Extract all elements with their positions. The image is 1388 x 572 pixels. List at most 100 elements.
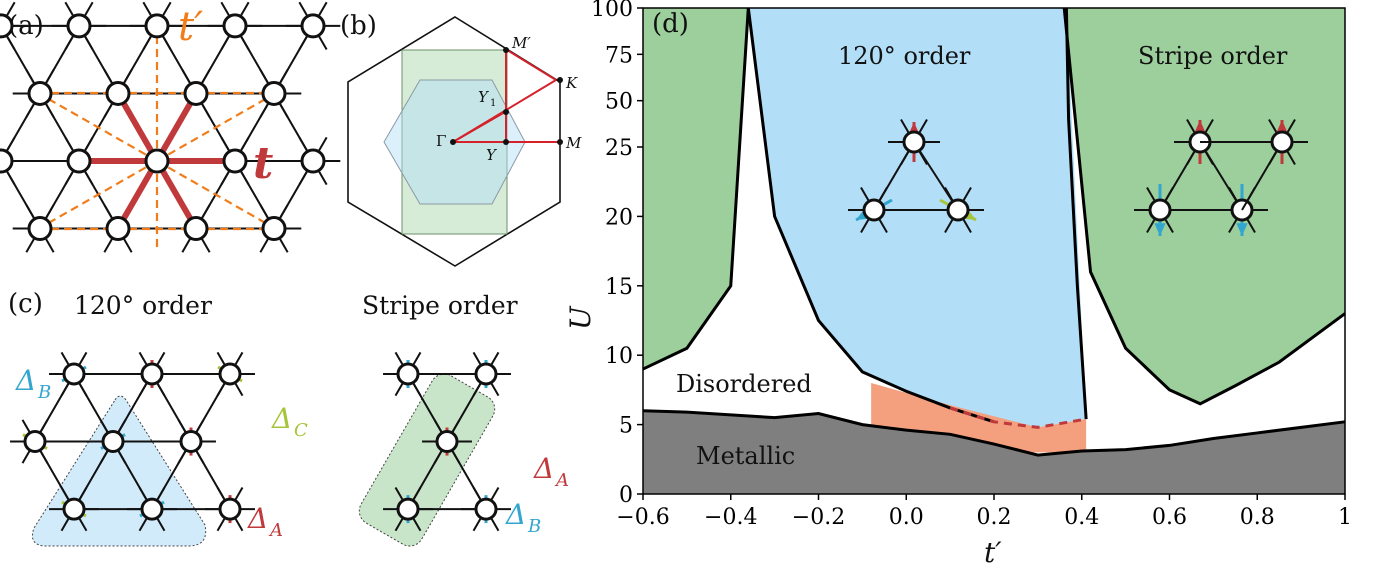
x-tick-label: −0.4 bbox=[704, 505, 757, 530]
panel-d-label: (d) bbox=[652, 9, 689, 39]
y-tick-label: 50 bbox=[605, 90, 633, 115]
x-axis-label: t′ bbox=[984, 536, 1002, 569]
y-tick-label: 100 bbox=[591, 0, 633, 22]
panel-b-label: (b) bbox=[340, 11, 377, 41]
lattice-site bbox=[474, 362, 498, 386]
lattice-site bbox=[396, 362, 420, 386]
inset-spin-head bbox=[1194, 120, 1206, 133]
lattice-site bbox=[101, 430, 125, 454]
lattice-site bbox=[0, 13, 14, 39]
stripe-region-right bbox=[1064, 8, 1345, 404]
lattice-site bbox=[27, 80, 53, 106]
panel-b: (b) M′ K Y 1 Γ Y M bbox=[340, 11, 582, 267]
delta-B-label: Δ bbox=[15, 364, 36, 397]
unitcell-120 bbox=[31, 395, 207, 547]
lattice-site bbox=[105, 80, 131, 106]
panel-a: (a) t′ t bbox=[0, 1, 341, 253]
delta-C-label: Δ bbox=[271, 402, 292, 435]
stripe-boundary-left bbox=[642, 7, 750, 371]
y-tick-label: 5 bbox=[619, 414, 633, 439]
lattice-site bbox=[62, 362, 86, 386]
point-Mprime: M′ bbox=[511, 34, 531, 52]
inset-site bbox=[902, 130, 926, 154]
tprime-bond bbox=[37, 160, 158, 230]
point-Gamma: Γ bbox=[436, 132, 446, 150]
region-metallic-label: Metallic bbox=[696, 442, 795, 470]
inset-spin-head bbox=[1154, 223, 1166, 236]
inset-site bbox=[862, 198, 886, 222]
lattice-site bbox=[144, 148, 170, 174]
lattice-site bbox=[261, 216, 287, 242]
x-tick-label: 1 bbox=[1338, 505, 1352, 530]
lattice-site bbox=[261, 80, 287, 106]
point-Y1: Y bbox=[478, 88, 490, 106]
tprime-bond bbox=[37, 92, 158, 162]
lattice-site bbox=[66, 13, 92, 39]
lattice-site bbox=[105, 216, 131, 242]
region-120-label: 120° order bbox=[838, 42, 971, 70]
order120-region bbox=[748, 8, 1087, 428]
lattice-site bbox=[218, 362, 242, 386]
tprime-label: t′ bbox=[178, 4, 203, 50]
lattice-site bbox=[179, 430, 203, 454]
region-disordered-label: Disordered bbox=[676, 370, 812, 398]
metallic-region bbox=[643, 410, 1345, 494]
inset-site bbox=[946, 198, 970, 222]
x-tick-label: −0.2 bbox=[792, 505, 845, 530]
delta-A-stripe-sub: A bbox=[554, 470, 569, 491]
delta-A-label: Δ bbox=[247, 502, 268, 535]
y-tick-label: 75 bbox=[605, 43, 633, 68]
inset-spin-head bbox=[1236, 223, 1248, 236]
t-bond bbox=[115, 159, 160, 231]
lattice-site bbox=[0, 148, 14, 174]
inset-site bbox=[1148, 198, 1172, 222]
y-tick-label: 0 bbox=[619, 483, 633, 508]
point-K: K bbox=[565, 74, 578, 92]
inset-spin-head bbox=[1276, 120, 1288, 133]
stripe-region-left bbox=[643, 8, 749, 370]
lattice-site bbox=[62, 497, 86, 521]
delta-A-sub: A bbox=[268, 520, 283, 541]
x-tick-label: 0.6 bbox=[1152, 505, 1187, 530]
inset-site bbox=[1270, 130, 1294, 154]
lattice-site bbox=[300, 148, 326, 174]
lattice-site bbox=[300, 13, 326, 39]
lattice-site bbox=[396, 497, 420, 521]
point-Y: Y bbox=[486, 146, 498, 164]
lattice-site bbox=[23, 430, 47, 454]
lattice-site bbox=[27, 216, 53, 242]
lattice-site bbox=[183, 216, 209, 242]
point-Y1-sub: 1 bbox=[490, 98, 496, 109]
x-tick-label: 0.0 bbox=[889, 505, 924, 530]
order120-boundary-dashed bbox=[949, 406, 1087, 429]
x-tick-label: 0.8 bbox=[1240, 505, 1275, 530]
delta-A-stripe-label: Δ bbox=[533, 452, 554, 485]
tprime-bond bbox=[156, 160, 277, 230]
title-120: 120° order bbox=[74, 291, 212, 320]
t-bond bbox=[115, 91, 160, 163]
x-tick-label: 0.2 bbox=[977, 505, 1012, 530]
delta-B-stripe-sub: B bbox=[527, 516, 541, 537]
delta-B-sub: B bbox=[37, 382, 51, 403]
lattice-site bbox=[474, 497, 498, 521]
panel-c: (c) 120° order Stripe order Δ B Δ C Δ A … bbox=[8, 289, 569, 547]
metallic-boundary bbox=[642, 409, 1346, 457]
lattice-site bbox=[222, 13, 248, 39]
lattice-site bbox=[183, 80, 209, 106]
delta-B-stripe-label: Δ bbox=[505, 498, 526, 531]
lattice-a bbox=[0, 1, 341, 253]
y-tick-label: 10 bbox=[605, 344, 633, 369]
order120-boundary-right bbox=[1064, 7, 1088, 420]
region-stripe-label: Stripe order bbox=[1138, 42, 1288, 70]
t-label: t bbox=[253, 138, 273, 189]
lattice-site bbox=[140, 497, 164, 521]
lattice-site bbox=[435, 430, 459, 454]
panel-c-label: (c) bbox=[8, 289, 43, 319]
y-axis-label: U bbox=[564, 305, 597, 330]
panel-d-chart: −0.6 −0.4 −0.2 0.0 0.2 0.4 0.6 0.8 1051015202550… bbox=[591, 0, 1352, 530]
t-bond bbox=[154, 159, 199, 231]
y-tick-label: 25 bbox=[605, 136, 633, 161]
lattice-site bbox=[140, 362, 164, 386]
lattice-site bbox=[218, 497, 242, 521]
